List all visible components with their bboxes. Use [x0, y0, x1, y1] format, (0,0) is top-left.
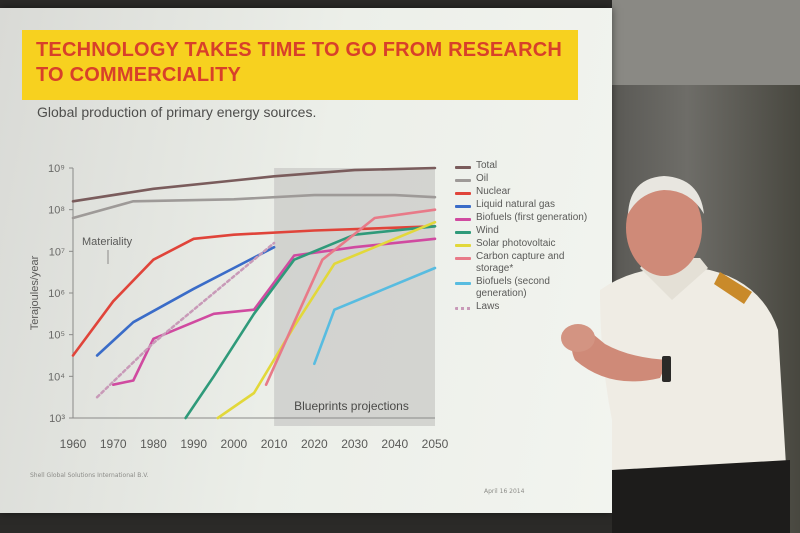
series-line-3 [95, 245, 276, 357]
legend-swatch [455, 166, 471, 169]
y-tick-label: 10⁴ [48, 371, 65, 383]
slide-footer-right: April 16 2014 [484, 488, 525, 495]
projected-slide: TECHNOLOGY TAKES TIME TO GO FROM RESEARC… [0, 8, 612, 513]
x-tick-label: 1970 [100, 437, 127, 451]
legend-swatch [455, 244, 471, 247]
presenter-watch [662, 356, 671, 382]
presenter-hand [561, 324, 595, 352]
y-tick-label: 10³ [49, 413, 65, 425]
series-line-5 [184, 225, 437, 420]
legend-swatch [455, 205, 471, 208]
legend-swatch [455, 257, 471, 260]
energy-chart: 10³ 10⁴ 10⁵ 10⁶ 10⁷ 10⁸ 10⁹ 1960 1970 1980 1990 200… [29, 163, 449, 451]
legend-label: Biofuels (first generation) [476, 212, 588, 223]
legend-swatch [455, 231, 471, 234]
legend-label: Solar photovoltaic [476, 238, 556, 249]
legend-swatch [455, 218, 471, 221]
legend-item: Wind [455, 225, 595, 237]
legend-item: Solar photovoltaic [455, 238, 595, 250]
chart-legend: Total Oil Nuclear Liquid natural gas Biofuel… [455, 160, 595, 314]
y-tick-label: 10⁹ [48, 163, 65, 175]
legend-label: Laws [476, 301, 500, 312]
legend-item: Biofuels (second generation) [455, 276, 595, 300]
x-tick-label: 2030 [341, 437, 368, 451]
slide-title: TECHNOLOGY TAKES TIME TO GO FROM RESEARC… [36, 39, 563, 86]
materiality-label: Materiality [82, 236, 133, 248]
x-tick-label: 1990 [180, 437, 207, 451]
presenter-hair [628, 176, 704, 214]
y-tick-label: 10⁷ [49, 246, 65, 258]
legend-label: Wind [476, 225, 499, 236]
series-line-8 [312, 266, 437, 366]
x-tick-label: 1980 [140, 437, 167, 451]
legend-label: Total [476, 160, 498, 171]
legend-swatch [455, 192, 471, 195]
presenter-head [626, 180, 702, 276]
x-tick-label: 1960 [60, 437, 87, 451]
presenter-trousers [612, 460, 790, 533]
background-wall-top [612, 0, 800, 85]
legend-swatch [455, 307, 471, 310]
x-tick-label: 2020 [301, 437, 328, 451]
x-tick-label: 2010 [261, 437, 288, 451]
series-line-0 [71, 166, 437, 203]
legend-swatch [455, 282, 471, 285]
series-line-2 [71, 225, 437, 357]
x-tick-label: 2040 [381, 437, 408, 451]
y-tick-label: 10⁵ [48, 330, 65, 342]
x-tick-label: 2050 [422, 437, 449, 451]
legend-item: Liquid natural gas [455, 199, 595, 211]
series-line-9 [95, 241, 276, 399]
series-line-1 [71, 193, 437, 220]
legend-label: Carbon capture and storage* [476, 251, 565, 274]
y-axis-label: Terajoules/year [29, 255, 41, 330]
projection-label: Blueprints projections [294, 399, 409, 413]
slide-footer-left: Shell Global Solutions International B.V… [30, 472, 149, 479]
legend-item: Laws [455, 301, 595, 313]
legend-item: Oil [455, 173, 595, 185]
projection-region [274, 168, 435, 426]
legend-swatch [455, 179, 471, 182]
presenter-arm [571, 330, 668, 382]
y-tick-label: 10⁶ [48, 288, 65, 300]
legend-label: Biofuels (second generation) [476, 276, 550, 299]
slide-subtitle: Global production of primary energy sour… [37, 104, 317, 120]
series-line-6 [216, 220, 437, 420]
legend-item: Biofuels (first generation) [455, 212, 595, 224]
legend-label: Liquid natural gas [476, 199, 555, 210]
legend-label: Nuclear [476, 186, 511, 197]
legend-item: Nuclear [455, 186, 595, 198]
y-tick-label: 10⁸ [48, 205, 65, 217]
legend-label: Oil [476, 173, 489, 184]
series-line-7 [264, 208, 437, 387]
series-line-4 [111, 237, 437, 387]
legend-item: Total [455, 160, 595, 172]
legend-item: Carbon capture and storage* [455, 251, 595, 275]
presenter-epaulette [714, 272, 752, 304]
x-tick-label: 2000 [221, 437, 248, 451]
title-banner: TECHNOLOGY TAKES TIME TO GO FROM RESEARC… [22, 30, 578, 100]
